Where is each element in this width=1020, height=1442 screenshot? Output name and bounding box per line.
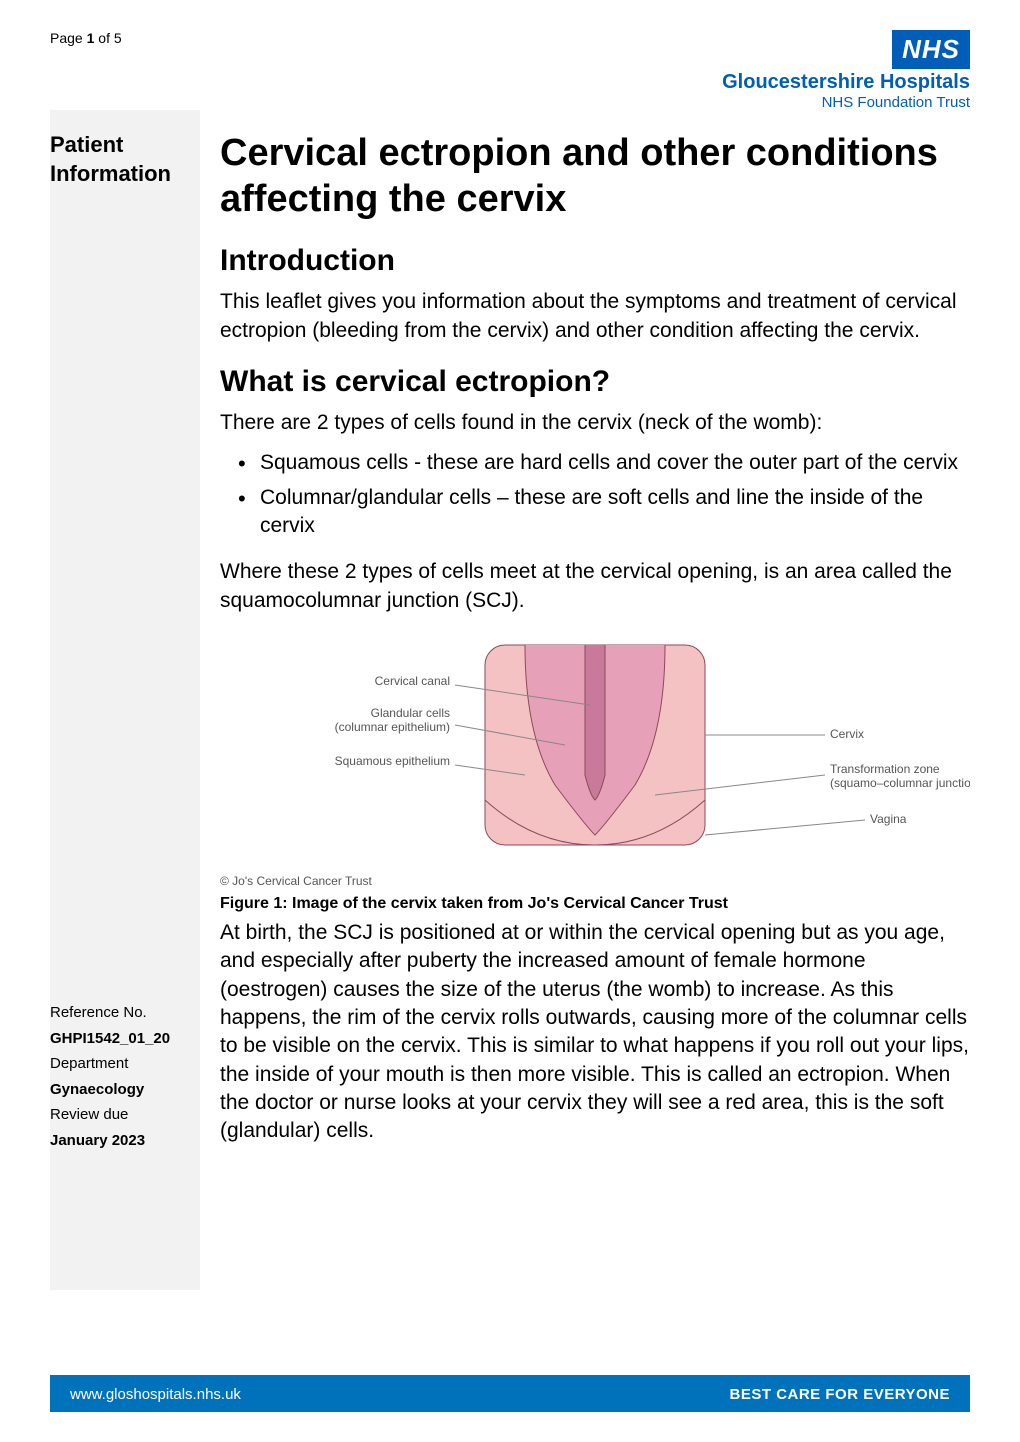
diagram-label: Cervical canal xyxy=(375,674,450,688)
meta-ref-label: Reference No. xyxy=(50,1000,200,1026)
content-column: Cervical ectropion and other conditions … xyxy=(220,131,970,1146)
meta-ref-value: GHPI1542_01_20 xyxy=(50,1026,200,1052)
diagram-label: Vagina xyxy=(870,812,907,826)
meta-review-label: Review due xyxy=(50,1102,200,1128)
footer-tagline: BEST CARE FOR EVERYONE xyxy=(730,1386,950,1403)
cell-types-list: Squamous cells - these are hard cells an… xyxy=(220,449,970,540)
page-number: Page 1 of 5 xyxy=(50,30,122,46)
page-header: Page 1 of 5 NHS Gloucestershire Hospital… xyxy=(0,0,1020,111)
diagram-label: Transformation zone xyxy=(830,762,940,776)
sidebar-label: Patient Information xyxy=(50,131,200,188)
nhs-trust-sub: NHS Foundation Trust xyxy=(722,94,970,111)
diagram-label: Squamous epithelium xyxy=(335,754,450,768)
sidebar-line2: Information xyxy=(50,161,171,186)
what-heading: What is cervical ectropion? xyxy=(220,365,970,399)
after-figure-body: At birth, the SCJ is positioned at or wi… xyxy=(220,919,970,1146)
meta-block: Reference No. GHPI1542_01_20 Department … xyxy=(50,1000,200,1153)
diagram-label: Glandular cells xyxy=(371,706,450,720)
sidebar-line1: Patient xyxy=(50,132,123,157)
diagram-label: (columnar epithelium) xyxy=(335,720,450,734)
scj-body: Where these 2 types of cells meet at the… xyxy=(220,558,970,615)
diagram-label: Cervix xyxy=(830,727,864,741)
figure-caption: Figure 1: Image of the cervix taken from… xyxy=(220,895,970,913)
meta-review-value: January 2023 xyxy=(50,1128,200,1154)
diagram-label: (squamo–columnar junction) xyxy=(830,776,970,790)
what-body: There are 2 types of cells found in the … xyxy=(220,409,970,437)
diagram-svg: Cervical canal Glandular cells (columnar… xyxy=(220,635,970,865)
meta-dept-label: Department xyxy=(50,1051,200,1077)
nhs-trust-name: Gloucestershire Hospitals xyxy=(722,71,970,94)
meta-dept-value: Gynaecology xyxy=(50,1077,200,1103)
page-title: Cervical ectropion and other conditions … xyxy=(220,131,970,222)
nhs-logo-block: NHS Gloucestershire Hospitals NHS Founda… xyxy=(722,30,970,111)
footer-url: www.gloshospitals.nhs.uk xyxy=(70,1386,241,1403)
page-total: 5 xyxy=(114,30,122,46)
list-item: Columnar/glandular cells – these are sof… xyxy=(220,484,970,541)
intro-body: This leaflet gives you information about… xyxy=(220,288,970,345)
footer-bar: www.gloshospitals.nhs.uk BEST CARE FOR E… xyxy=(50,1376,970,1412)
intro-heading: Introduction xyxy=(220,244,970,278)
nhs-logo: NHS xyxy=(892,30,970,69)
cervix-diagram: Cervical canal Glandular cells (columnar… xyxy=(220,635,970,885)
page-num-bold: 1 xyxy=(87,30,95,46)
list-item: Squamous cells - these are hard cells an… xyxy=(220,449,970,477)
diagram-copyright: © Jo's Cervical Cancer Trust xyxy=(220,874,970,888)
